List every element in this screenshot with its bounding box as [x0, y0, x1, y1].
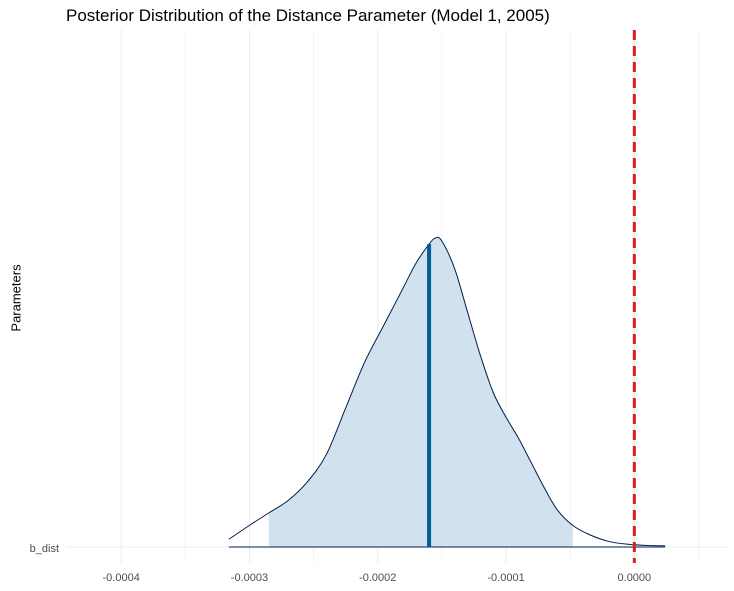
x-axis-ticks: -0.0004 -0.0003 -0.0002 -0.0001 0.0000	[103, 572, 652, 584]
x-tick-label-1: -0.0003	[231, 572, 268, 584]
x-tick-label-0: -0.0004	[103, 572, 140, 584]
x-tick-label-4: 0.0000	[618, 572, 652, 584]
x-tick-label-2: -0.0002	[359, 572, 396, 584]
density-curve	[228, 236, 666, 547]
chart-title: Posterior Distribution of the Distance P…	[66, 6, 550, 25]
x-tick-label-3: -0.0001	[487, 572, 524, 584]
credible-interval-area	[268, 237, 573, 547]
y-tick-label-b-dist: b_dist	[30, 543, 59, 555]
